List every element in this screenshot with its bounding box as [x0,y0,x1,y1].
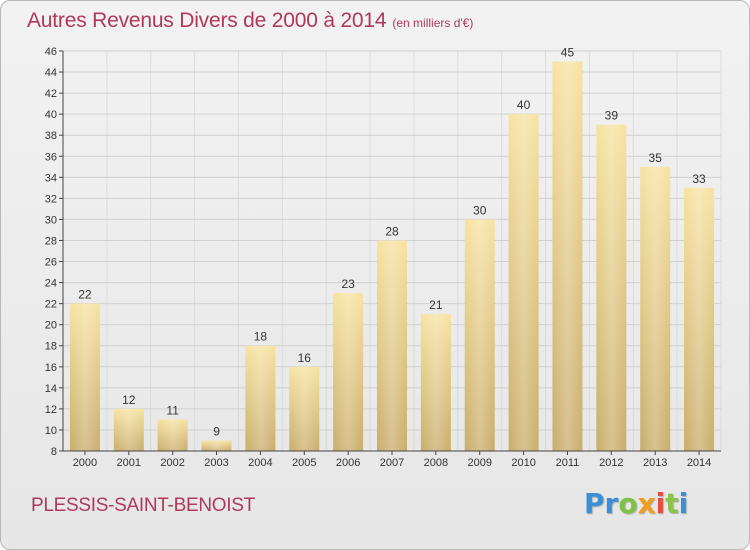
y-tick-label: 36 [45,151,57,163]
town-name: PLESSIS-SAINT-BENOIST [31,495,255,516]
bar-value-label: 9 [213,424,220,438]
logo-letter: P [584,487,605,520]
y-tick-label: 42 [45,88,57,100]
chart-title: Autres Revenus Divers de 2000 à 2014 [27,9,387,32]
x-tick-label: 2007 [380,457,404,469]
chart-unit: (en milliers d'€) [392,16,474,30]
bar-value-label: 39 [605,109,619,123]
logo-letter: o [618,487,638,520]
bar-highlight [640,166,671,451]
bar-highlight [113,408,144,451]
bar-highlight [289,366,320,451]
bar-value-label: 22 [78,288,92,302]
bar-value-label: 11 [166,403,179,417]
logo-letter: r [604,487,619,520]
bar-highlight [464,219,495,451]
bars [69,61,715,452]
y-tick-label: 10 [45,425,57,437]
axes [59,50,721,455]
x-tick-label: 2012 [599,457,623,469]
bar-value-label: 40 [517,98,531,112]
x-tick-label: 2001 [117,457,141,469]
labels: 8 10 12 14 16 18 20 22 24 26 28 30 32 34 36 38 40 42 44 46 2… [45,46,712,469]
x-tick-label: 2011 [556,457,580,469]
y-tick-label: 44 [45,67,57,79]
bar-value-label: 16 [298,351,312,365]
x-tick-label: 2006 [336,457,360,469]
x-tick-label: 2000 [73,457,97,469]
y-tick-label: 34 [45,172,57,184]
bar-value-label: 30 [473,203,487,217]
y-tick-label: 28 [45,235,57,247]
x-tick-label: 2009 [467,457,491,469]
x-tick-label: 2004 [248,457,272,469]
bar-highlight [684,187,715,451]
x-tick-label: 2010 [511,457,535,469]
y-tick-label: 14 [45,383,57,395]
y-tick-label: 8 [51,446,57,458]
bar-value-label: 23 [341,277,355,291]
bar-value-label: 35 [649,151,663,165]
bar-value-label: 21 [429,298,443,312]
y-tick-label: 32 [45,193,57,205]
bar-value-label: 12 [122,393,136,407]
bar-highlight [201,440,232,451]
y-tick-label: 12 [45,404,57,416]
bar-highlight [508,114,539,451]
y-tick-label: 46 [45,46,57,58]
y-tick-label: 22 [45,299,57,311]
x-tick-label: 2014 [687,457,711,469]
y-tick-label: 18 [45,341,57,353]
proxiti-logo: Proxiti [584,487,688,520]
y-tick-label: 38 [45,130,57,142]
bar-highlight [69,303,100,451]
logo-letter: x [637,487,656,520]
x-tick-label: 2002 [160,457,184,469]
bar-highlight [245,345,276,451]
y-tick-label: 40 [45,109,57,121]
y-tick-label: 16 [45,362,57,374]
y-tick-label: 24 [45,278,57,290]
bar-highlight [377,240,407,451]
chart-title-block: Autres Revenus Divers de 2000 à 2014 (en … [27,9,473,33]
bar-value-label: 45 [561,46,575,60]
logo-letter: i [655,487,666,520]
x-tick-label: 2003 [204,457,228,469]
y-tick-label: 26 [45,257,57,269]
bar-highlight [596,124,627,452]
bar-highlight [420,314,451,451]
x-tick-label: 2008 [424,457,448,469]
bar-value-label: 33 [692,172,706,186]
x-tick-label: 2013 [643,457,667,469]
bar-highlight [333,293,364,451]
bar-highlight [157,419,188,451]
y-tick-label: 30 [45,214,57,226]
y-tick-label: 20 [45,320,57,332]
bar-value-label: 28 [385,224,399,238]
bar-value-label: 18 [254,330,268,344]
logo-letter: t [665,487,679,520]
bar-highlight [552,61,583,452]
x-tick-label: 2005 [292,457,316,469]
logo-letter: i [678,487,689,520]
